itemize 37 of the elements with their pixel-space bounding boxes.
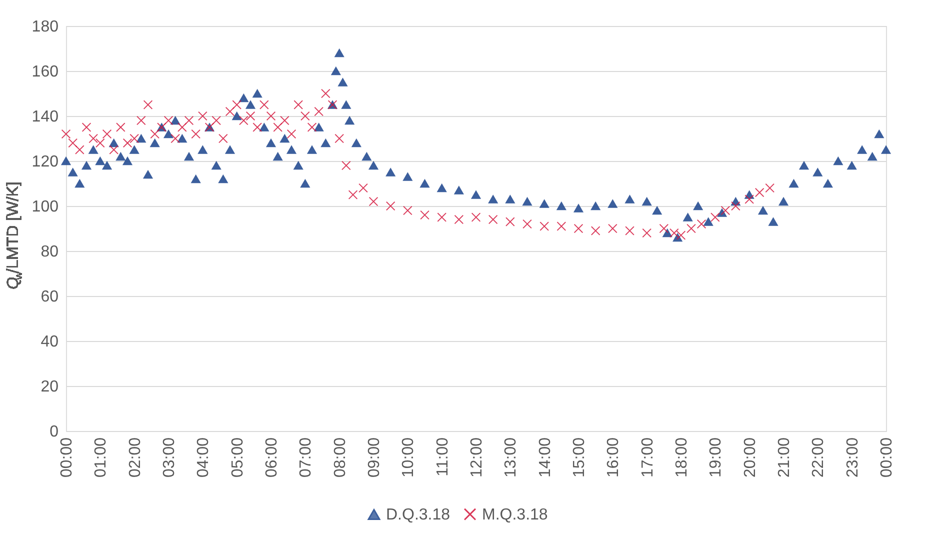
x-tick-label: 07:00 <box>298 437 315 478</box>
x-tick-label: 08:00 <box>332 437 349 478</box>
x-tick-label: 18:00 <box>674 437 690 478</box>
y-tick-label: 0 <box>50 424 59 440</box>
y-tick-label: 40 <box>40 334 59 350</box>
x-tick-label: 10:00 <box>400 437 418 478</box>
legend-label: M.Q.3.18 <box>482 506 548 524</box>
x-tick-label: 00:00 <box>58 437 76 478</box>
x-tick-label: 05:00 <box>229 437 246 478</box>
x-tick-label: 00:00 <box>878 437 896 478</box>
x-tick-label: 19:00 <box>708 437 725 478</box>
x-tick-label: 11:00 <box>434 437 452 476</box>
x-tick-label: 02:00 <box>126 437 144 478</box>
x-tick-label: 17:00 <box>639 437 656 478</box>
x-tick-label: 06:00 <box>264 437 280 478</box>
y-tick-label: 120 <box>32 154 59 170</box>
x-tick-label: 23:00 <box>844 437 862 478</box>
x-tick-label: 04:00 <box>195 437 212 478</box>
y-tick-label: 60 <box>40 288 59 306</box>
x-tick-label: 15:00 <box>571 437 588 478</box>
y-tick-label: 80 <box>40 244 59 260</box>
x-tick-label: 03:00 <box>161 437 178 478</box>
x-tick-label: 13:00 <box>502 437 520 478</box>
x-tick-label: 21:00 <box>776 437 793 478</box>
x-tick-label: 01:00 <box>92 437 110 478</box>
x-tick-label: 20:00 <box>742 437 759 478</box>
y-tick-label: 100 <box>32 198 59 216</box>
x-tick-label: 16:00 <box>605 437 622 478</box>
y-tick-label: 180 <box>32 18 59 36</box>
legend-label: D.Q.3.18 <box>386 506 450 524</box>
x-tick-label: 22:00 <box>810 437 828 478</box>
y-tick-label: 140 <box>32 108 59 126</box>
y-tick-label: 160 <box>32 64 59 80</box>
y-tick-label: 20 <box>40 378 59 396</box>
x-tick-label: 14:00 <box>536 437 554 478</box>
x-tick-label: 12:00 <box>468 437 486 478</box>
x-tick-label: 09:00 <box>366 437 383 478</box>
